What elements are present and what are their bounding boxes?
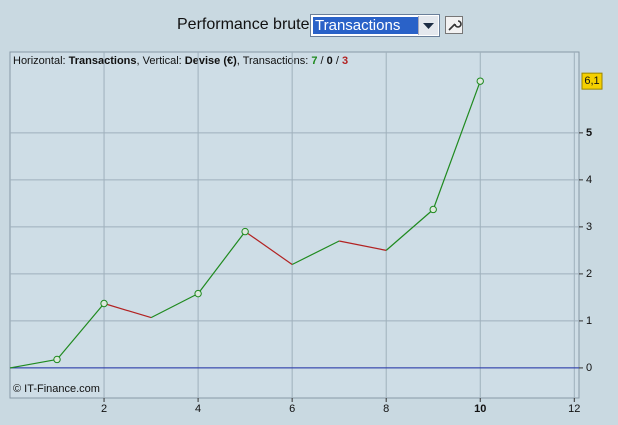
segment <box>56 303 105 360</box>
copyright: © IT-Finance.com <box>13 383 100 395</box>
segment <box>9 358 58 369</box>
x-tick-label: 2 <box>101 403 107 415</box>
segment <box>150 293 199 319</box>
even: 0 <box>327 55 333 67</box>
info-part: Devise (€) <box>185 55 237 67</box>
settings-button[interactable] <box>445 16 463 34</box>
header: Performance brute Transactions <box>0 14 618 40</box>
segment <box>197 231 246 294</box>
info-part: , Transactions: <box>237 55 312 67</box>
x-tick-label: 6 <box>289 403 295 415</box>
segment <box>291 240 340 266</box>
high-marker <box>241 227 249 236</box>
select[interactable]: Transactions <box>310 14 440 37</box>
segment <box>244 231 293 265</box>
y-tick-label: 2 <box>586 268 592 280</box>
high-marker <box>100 299 108 308</box>
high-marker <box>476 77 484 85</box>
segment <box>103 302 152 319</box>
info-part: Horizontal: <box>13 55 69 67</box>
header-label: Performance brute <box>177 16 310 33</box>
x-tick-label: 12 <box>568 403 580 415</box>
value-label-box <box>581 72 603 90</box>
info-line: Horizontal: Transactions, Vertical: Devi… <box>13 55 348 67</box>
losses: 3 <box>342 55 348 67</box>
y-tick-label: 1 <box>586 315 592 327</box>
x-tick-label: 4 <box>195 403 201 415</box>
segment <box>432 80 481 210</box>
y-tick-label: 3 <box>586 221 592 233</box>
info-part: Transactions <box>69 55 137 67</box>
info-sep: / <box>333 55 342 67</box>
segment <box>339 240 387 251</box>
y-tick-label: 0 <box>586 362 592 374</box>
y-tick-label: 5 <box>586 127 592 139</box>
high-marker <box>429 205 437 214</box>
segment <box>385 209 434 251</box>
select-value[interactable]: Transactions <box>313 17 419 34</box>
info-sep: / <box>318 55 327 67</box>
wrench-icon <box>448 20 462 31</box>
high-marker <box>194 289 202 298</box>
value-label: 6,1 <box>584 75 599 87</box>
wins: 7 <box>311 55 317 67</box>
x-tick-label: 10 <box>474 403 486 415</box>
select-arrow[interactable] <box>418 16 438 35</box>
arrow-icon <box>423 23 434 29</box>
x-tick-label: 8 <box>383 403 389 415</box>
high-marker <box>53 355 61 364</box>
info-part: , Vertical: <box>137 55 185 67</box>
y-tick-label: 4 <box>586 174 592 186</box>
plot-area <box>9 51 580 399</box>
